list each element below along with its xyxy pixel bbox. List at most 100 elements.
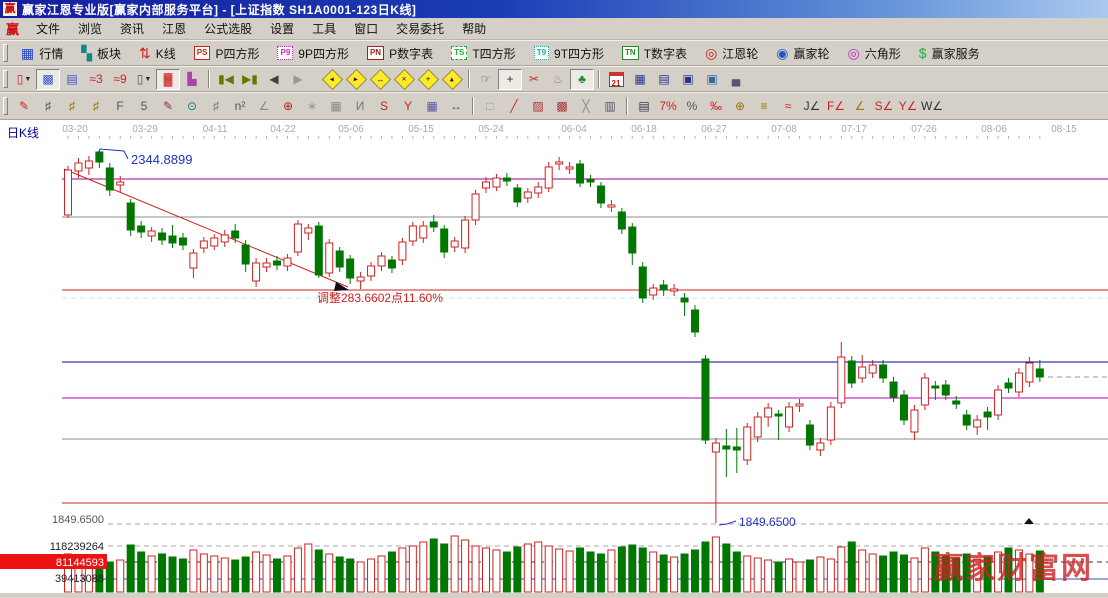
volume-bar bbox=[764, 559, 773, 593]
menu-item-5[interactable]: 设置 bbox=[270, 22, 295, 36]
calculator-button[interactable]: ▦ bbox=[628, 69, 652, 90]
gold-ruler-2-tool[interactable]: ♯ bbox=[84, 96, 108, 117]
f-ruler-tool[interactable]: F bbox=[108, 96, 132, 117]
menu-item-0[interactable]: 文件 bbox=[36, 22, 61, 36]
hexagon-button[interactable]: ◎ 六角形 bbox=[839, 42, 910, 64]
p-number-table-button[interactable]: PN P数字表 bbox=[358, 42, 442, 64]
go-prev-button[interactable]: ◀ bbox=[262, 69, 286, 90]
go-last-button[interactable]: ▶▮ bbox=[238, 69, 262, 90]
grid-target-tool[interactable]: ▦ bbox=[324, 96, 348, 117]
wave-9-button[interactable]: ≈9 bbox=[108, 69, 132, 90]
menu-item-1[interactable]: 浏览 bbox=[78, 22, 103, 36]
gann-diamond-right-button[interactable]: ▸ bbox=[344, 68, 368, 90]
plain-comb-tool[interactable]: ♯ bbox=[204, 96, 228, 117]
print-button[interactable]: ▄ bbox=[724, 69, 748, 90]
gann-diamond-cross-button[interactable]: × bbox=[392, 68, 416, 90]
menu-item-2[interactable]: 资讯 bbox=[120, 22, 145, 36]
calendar-button[interactable]: 21 bbox=[604, 69, 628, 90]
j-angle-tool[interactable]: J∠ bbox=[800, 96, 824, 117]
title-bar[interactable]: 赢 赢家江恩专业版[赢家内部服务平台] - [上证指数 SH1A0001-123… bbox=[0, 0, 1108, 18]
crosshair-button[interactable]: + bbox=[498, 68, 522, 90]
w-angle-tool[interactable]: W∠ bbox=[920, 96, 944, 117]
cross-hatch-tool[interactable]: ▩ bbox=[550, 96, 574, 117]
toolbar-grip[interactable] bbox=[3, 44, 8, 62]
column-grid-tool[interactable]: ▥ bbox=[598, 96, 622, 117]
period-selector[interactable]: ▯ ▼ bbox=[12, 69, 36, 90]
star-grid-tool[interactable]: ∗ bbox=[300, 96, 324, 117]
save-button[interactable]: ▣ bbox=[676, 69, 700, 90]
winner-service-button[interactable]: $ 赢家服务 bbox=[910, 42, 989, 64]
go-next-button[interactable]: ▶ bbox=[286, 69, 310, 90]
export-button[interactable]: ▣ bbox=[700, 69, 724, 90]
ying-ruler-tool[interactable]: Y bbox=[396, 96, 420, 117]
gold-circle-tool[interactable]: ⊕ bbox=[728, 96, 752, 117]
market-quotes-button[interactable]: ▦ 行情 bbox=[12, 42, 72, 64]
smart-tool-button[interactable]: ♣ bbox=[570, 68, 594, 90]
ying-angle-tool[interactable]: Y∠ bbox=[896, 96, 920, 117]
toolbar-grip[interactable] bbox=[3, 70, 8, 88]
notes-button[interactable]: ▤ bbox=[652, 69, 676, 90]
gann-wheel-button[interactable]: ◎ 江恩轮 bbox=[696, 42, 767, 64]
shen-ruler-tool[interactable]: S bbox=[372, 96, 396, 117]
gann-diamond-horizontal-button[interactable]: ↔ bbox=[368, 68, 392, 90]
menu-item-7[interactable]: 窗口 bbox=[354, 22, 379, 36]
kline-chart-svg[interactable]: 03-20 03-29 04-11 04-22 05-06 05-15 05-24 06-04… bbox=[0, 120, 1108, 593]
t-number-table-button[interactable]: TN T数字表 bbox=[613, 42, 696, 64]
menu-item-6[interactable]: 工具 bbox=[312, 22, 337, 36]
wave-3-button[interactable]: ≈3 bbox=[84, 69, 108, 90]
kline-button[interactable]: ⇅ K线 bbox=[130, 42, 185, 64]
sectors-button[interactable]: ▚ 板块 bbox=[72, 42, 130, 64]
gold-angle-tool[interactable]: ∠ bbox=[848, 96, 872, 117]
volume-bar bbox=[314, 549, 323, 593]
five-ruler-tool[interactable]: 5 bbox=[132, 96, 156, 117]
volume-bar bbox=[837, 546, 846, 593]
menu-item-3[interactable]: 江恩 bbox=[162, 22, 187, 36]
n-mark-tool[interactable]: И bbox=[348, 96, 372, 117]
p-square-button[interactable]: PS P四方形 bbox=[185, 42, 269, 64]
percent-lines-tool[interactable]: ‰ bbox=[704, 96, 728, 117]
wave-tool[interactable]: ≈ bbox=[776, 96, 800, 117]
percent-tool[interactable]: % bbox=[680, 96, 704, 117]
seven-percent-tool[interactable]: 7% bbox=[656, 96, 680, 117]
pattern-window-button[interactable]: ▩ bbox=[36, 68, 60, 90]
t-square-button[interactable]: TS T四方形 bbox=[442, 42, 525, 64]
gold-lines-tool[interactable]: ≡ bbox=[752, 96, 776, 117]
stamp-tool-button[interactable]: ♨ bbox=[546, 69, 570, 90]
winner-wheel-button[interactable]: ◉ 赢家轮 bbox=[767, 42, 838, 64]
pen-tool[interactable]: ✎ bbox=[12, 96, 36, 117]
fan-lines-tool[interactable]: ╱ bbox=[502, 96, 526, 117]
n-square-tool[interactable]: n² bbox=[228, 96, 252, 117]
hatch-box-tool[interactable]: ▨ bbox=[526, 96, 550, 117]
chart-area[interactable]: 日K线 03-20 03-29 04-11 04-22 05-06 05-15 05-24 0… bbox=[0, 120, 1108, 593]
cut-tool-button[interactable]: ✂ bbox=[522, 69, 546, 90]
gauge-circle-tool[interactable]: ⊙ bbox=[180, 96, 204, 117]
h-measure-tool[interactable]: ↔ bbox=[444, 96, 468, 117]
low-callout-line bbox=[718, 520, 737, 526]
nine-p-square-button[interactable]: P9 9P四方形 bbox=[268, 42, 357, 64]
gold-ruler-1-tool[interactable]: ♯ bbox=[60, 96, 84, 117]
toolbar-grip[interactable] bbox=[3, 97, 8, 115]
menu-item-9[interactable]: 帮助 bbox=[462, 22, 487, 36]
circle-cross-tool[interactable]: ⊕ bbox=[276, 96, 300, 117]
compress-view-button[interactable]: ▓ bbox=[156, 68, 180, 90]
arc-angle-tool[interactable]: ∠ bbox=[252, 96, 276, 117]
f-angle-tool[interactable]: F∠ bbox=[824, 96, 848, 117]
gann-diamond-plus-button[interactable]: + bbox=[416, 68, 440, 90]
cross-lines-tool[interactable]: ╳ bbox=[574, 96, 598, 117]
box-select-tool[interactable]: □ bbox=[478, 96, 502, 117]
nine-t-square-button[interactable]: T9 9T四方形 bbox=[525, 42, 613, 64]
hand-tool-button[interactable]: ☞ bbox=[474, 69, 498, 90]
candle-style-button[interactable]: ▯ ▼ bbox=[132, 69, 156, 90]
gann-diamond-up-button[interactable]: ▴ bbox=[440, 68, 464, 90]
marker-pen-tool[interactable]: ✎ bbox=[156, 96, 180, 117]
menu-item-4[interactable]: 公式选股 bbox=[204, 22, 253, 36]
info-panel-button[interactable]: ▤ bbox=[60, 69, 84, 90]
go-first-button[interactable]: ▮◀ bbox=[214, 69, 238, 90]
comb-ruler-tool[interactable]: ♯ bbox=[36, 96, 60, 117]
color-chart-button[interactable]: ▙ bbox=[180, 69, 204, 90]
gann-diamond-left-button[interactable]: ◂ bbox=[320, 68, 344, 90]
menu-item-8[interactable]: 交易委托 bbox=[396, 22, 445, 36]
shen-angle-tool[interactable]: S∠ bbox=[872, 96, 896, 117]
number-grid-tool[interactable]: ▦ bbox=[420, 96, 444, 117]
scale-ruler-tool[interactable]: ▤ bbox=[632, 96, 656, 117]
